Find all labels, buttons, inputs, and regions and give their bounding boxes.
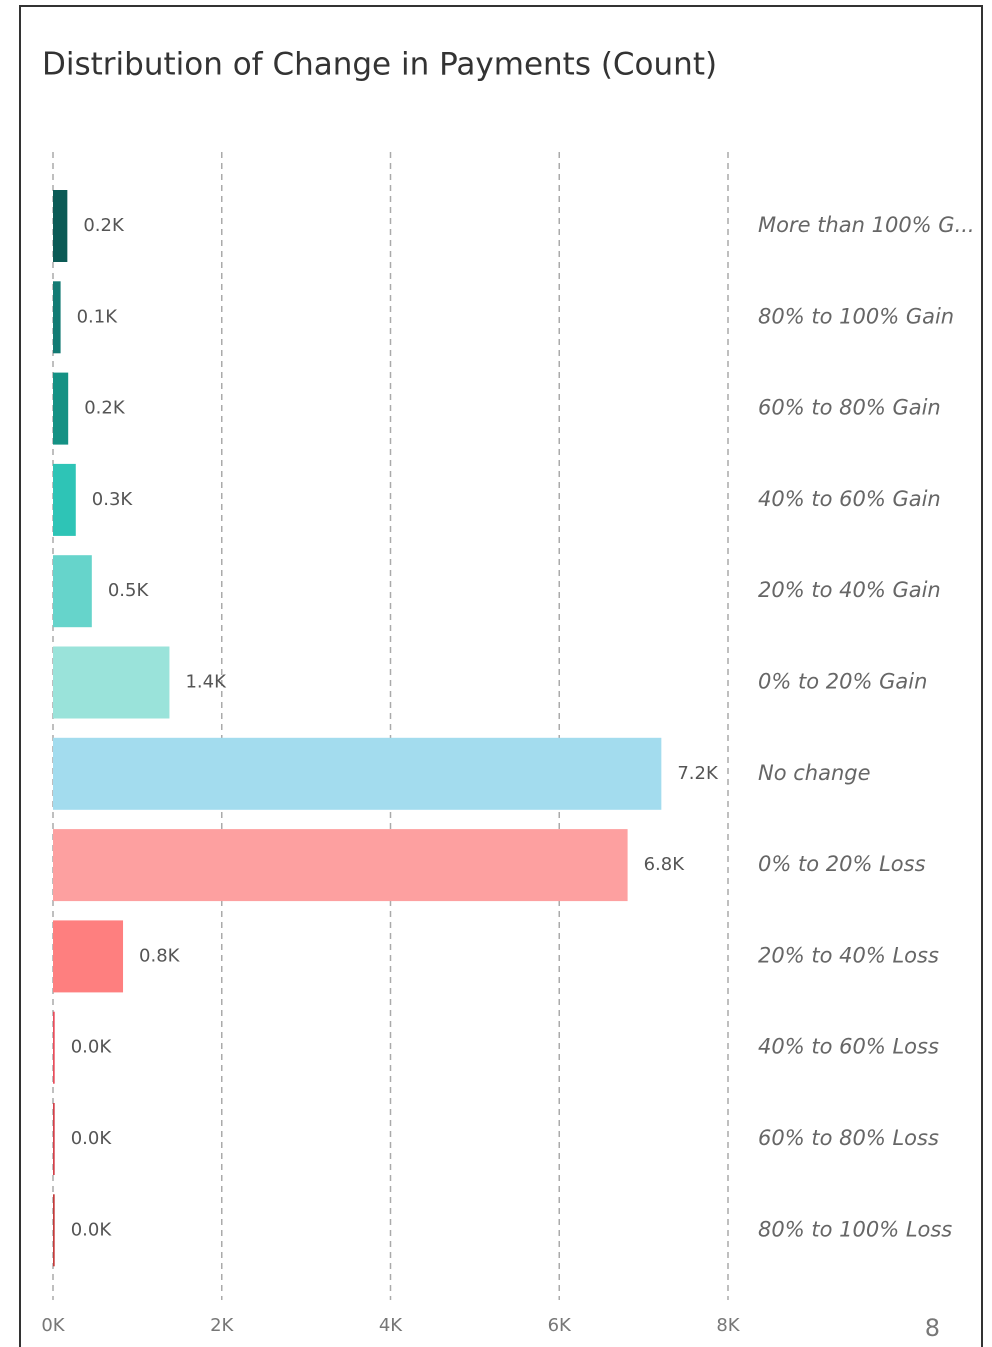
bar [53, 920, 124, 993]
category-label: 0% to 20% Loss [758, 852, 926, 876]
data-label: 0.0K [71, 1037, 113, 1058]
category-label: 60% to 80% Loss [758, 1126, 939, 1150]
data-label: 1.4K [185, 672, 227, 693]
x-tick-label: 8K [716, 1315, 740, 1336]
bar [53, 555, 92, 628]
category-label: No change [758, 761, 871, 785]
category-label: 80% to 100% Loss [758, 1217, 952, 1241]
chart-frame [19, 5, 983, 1347]
bar [53, 281, 61, 354]
category-label: 80% to 100% Gain [758, 304, 954, 328]
category-label: 40% to 60% Gain [758, 487, 941, 511]
data-label: 0.0K [71, 1128, 113, 1149]
x-tick-label: 6K [548, 1315, 572, 1336]
x-tick-label: 4K [379, 1315, 403, 1336]
data-label: 0.0K [71, 1219, 113, 1240]
page-number: 8 [925, 1314, 940, 1342]
category-label: 20% to 40% Gain [758, 578, 941, 602]
data-label: 0.2K [84, 398, 126, 419]
data-label: 0.8K [139, 945, 181, 966]
category-label: 60% to 80% Gain [758, 396, 941, 420]
category-label: More than 100% G... [758, 213, 975, 237]
data-label: 7.2K [677, 763, 719, 784]
category-label: 20% to 40% Loss [758, 943, 939, 967]
chart-title: Distribution of Change in Payments (Coun… [42, 47, 717, 83]
bar [53, 737, 662, 810]
bar [53, 463, 76, 536]
category-label: 0% to 20% Gain [758, 670, 927, 694]
data-label: 0.2K [83, 215, 125, 236]
data-label: 0.5K [108, 580, 150, 601]
bar [53, 1011, 55, 1084]
data-label: 0.3K [92, 489, 134, 510]
category-label: 40% to 60% Loss [758, 1035, 939, 1059]
data-label: 0.1K [77, 306, 119, 327]
bar [53, 1194, 55, 1267]
bar [53, 829, 628, 902]
data-label: 6.8K [644, 854, 686, 875]
x-tick-label: 2K [210, 1315, 234, 1336]
bar [53, 372, 69, 445]
bar [53, 190, 68, 262]
bar [53, 646, 170, 719]
bar [53, 1103, 55, 1175]
x-tick-label: 0K [41, 1315, 65, 1336]
